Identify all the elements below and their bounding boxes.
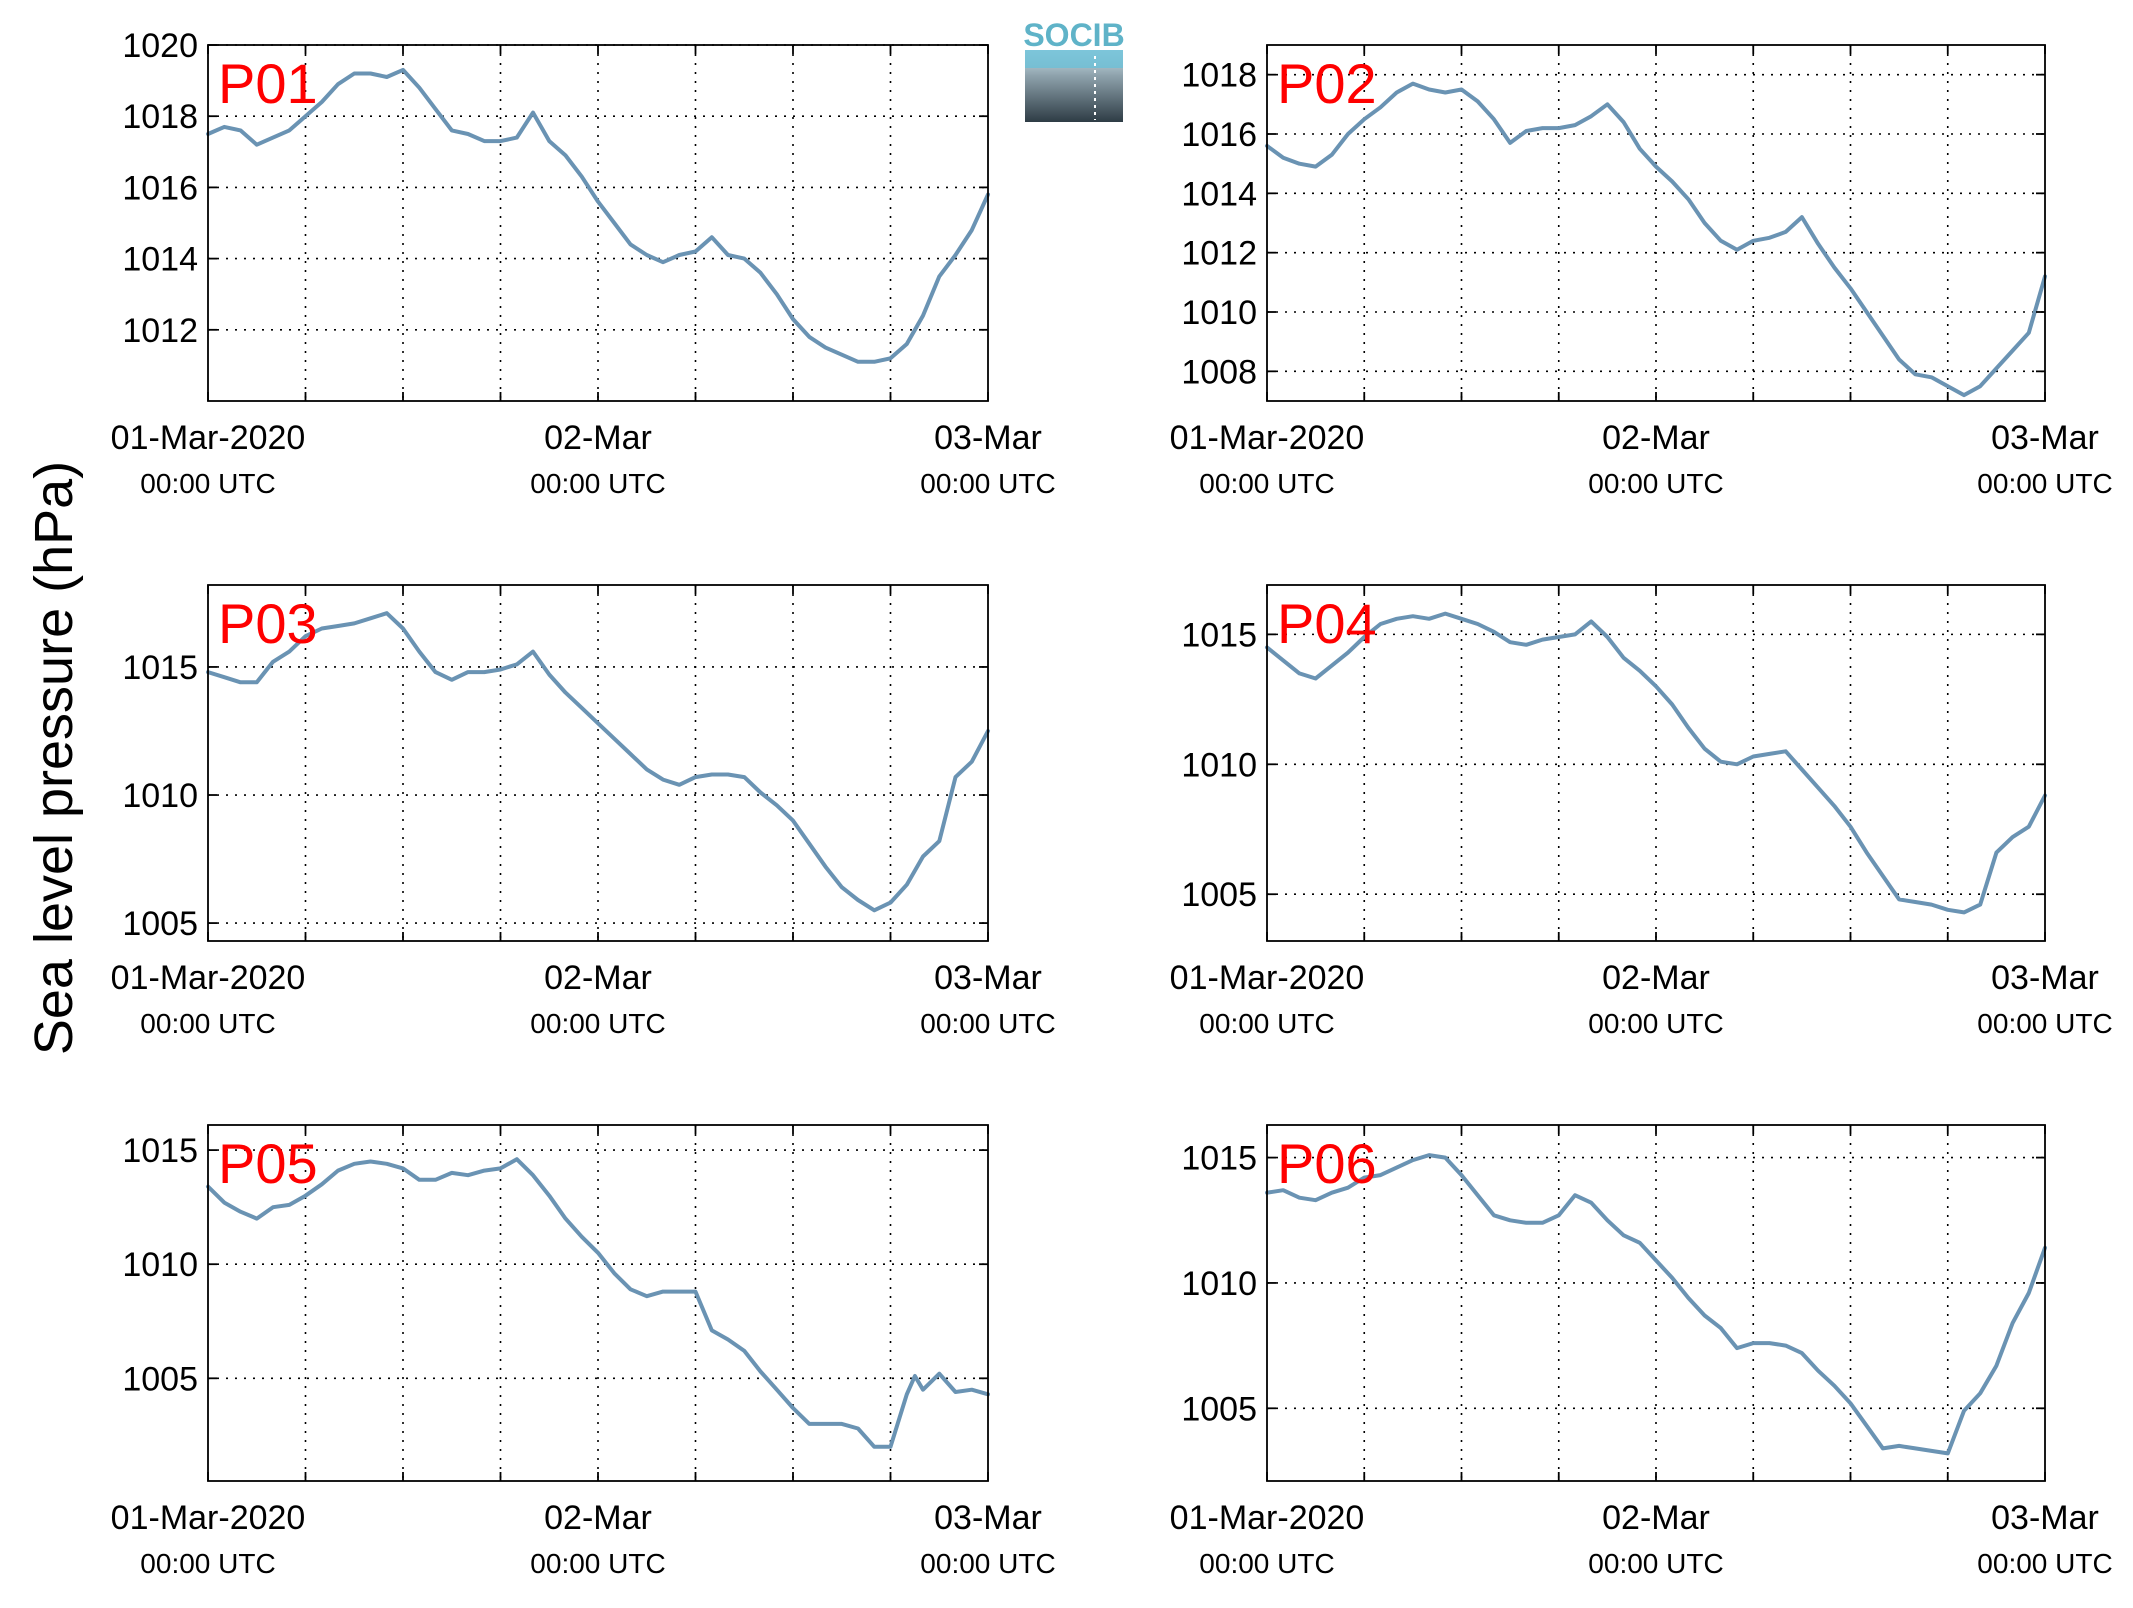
logo-text: SOCIB bbox=[1023, 17, 1124, 53]
x-tick-sublabel: 00:00 UTC bbox=[140, 1548, 275, 1579]
x-tick-sublabel: 00:00 UTC bbox=[1588, 1008, 1723, 1039]
x-tick-sublabel: 00:00 UTC bbox=[1977, 1008, 2112, 1039]
series-line-p01 bbox=[206, 67, 990, 364]
x-tick-sublabel: 00:00 UTC bbox=[920, 1548, 1055, 1579]
x-tick-sublabel: 00:00 UTC bbox=[530, 1008, 665, 1039]
y-tick-label: 1014 bbox=[1181, 175, 1257, 213]
y-tick-label: 1015 bbox=[122, 649, 198, 687]
x-tick-sublabel: 00:00 UTC bbox=[920, 468, 1055, 499]
x-tick-label: 03-Mar bbox=[934, 1499, 1042, 1537]
panel-label-p03: P03 bbox=[218, 592, 318, 655]
y-tick-label: 1015 bbox=[1181, 616, 1257, 654]
x-tick-sublabel: 00:00 UTC bbox=[1588, 1548, 1723, 1579]
x-tick-sublabel: 00:00 UTC bbox=[140, 468, 275, 499]
x-tick-label: 03-Mar bbox=[1991, 1499, 2099, 1537]
x-tick-label: 03-Mar bbox=[1991, 419, 2099, 457]
panel-label-p06: P06 bbox=[1277, 1132, 1377, 1195]
x-tick-label: 02-Mar bbox=[544, 959, 652, 997]
chart-panel-p03: 1005 1010 1015 01-Mar-2020 00:00 UTC 02-Mar 00… bbox=[111, 584, 1056, 1039]
y-tick-label: 1008 bbox=[1181, 353, 1257, 391]
series-line-p04 bbox=[1265, 611, 2047, 915]
y-tick-label: 1010 bbox=[1181, 1265, 1257, 1303]
y-tick-label: 1012 bbox=[122, 312, 198, 350]
y-tick-label: 1014 bbox=[122, 241, 198, 279]
x-tick-sublabel: 00:00 UTC bbox=[920, 1008, 1055, 1039]
x-tick-sublabel: 00:00 UTC bbox=[530, 468, 665, 499]
y-tick-label: 1015 bbox=[1181, 1140, 1257, 1178]
x-tick-label: 01-Mar-2020 bbox=[1170, 1499, 1365, 1537]
y-tick-label: 1005 bbox=[1181, 1390, 1257, 1428]
series-line-p03 bbox=[206, 611, 990, 913]
x-tick-label: 01-Mar-2020 bbox=[1170, 959, 1365, 997]
chart-panel-p06: 1005 1010 1015 01-Mar-2020 00:00 UTC 02-Mar 00… bbox=[1170, 1124, 2113, 1579]
chart-panel-p02: 1008 1010 1012 1014 1016 1018 01-Mar-2020 00:00… bbox=[1170, 44, 2113, 499]
x-tick-sublabel: 00:00 UTC bbox=[1977, 1548, 2112, 1579]
y-tick-label: 1018 bbox=[1181, 57, 1257, 95]
x-tick-label: 03-Mar bbox=[934, 419, 1042, 457]
x-tick-label: 02-Mar bbox=[544, 1499, 652, 1537]
x-tick-sublabel: 00:00 UTC bbox=[530, 1548, 665, 1579]
x-tick-sublabel: 00:00 UTC bbox=[1199, 1548, 1334, 1579]
socib-logo: SOCIB bbox=[1023, 17, 1125, 122]
series-line-p05 bbox=[206, 1157, 990, 1449]
y-tick-label: 1016 bbox=[1181, 116, 1257, 154]
x-tick-label: 01-Mar-2020 bbox=[111, 959, 306, 997]
y-tick-label: 1005 bbox=[122, 905, 198, 943]
chart-panel-p05: 1005 1010 1015 01-Mar-2020 00:00 UTC 02-Mar 00… bbox=[111, 1124, 1056, 1579]
x-tick-label: 02-Mar bbox=[544, 419, 652, 457]
x-tick-sublabel: 00:00 UTC bbox=[1199, 1008, 1334, 1039]
x-tick-label: 02-Mar bbox=[1602, 959, 1710, 997]
x-tick-sublabel: 00:00 UTC bbox=[1588, 468, 1723, 499]
y-tick-label: 1005 bbox=[122, 1360, 198, 1398]
y-tick-label: 1010 bbox=[122, 777, 198, 815]
x-tick-label: 02-Mar bbox=[1602, 1499, 1710, 1537]
y-axis-label: Sea level pressure (hPa) bbox=[24, 461, 84, 1055]
x-tick-label: 02-Mar bbox=[1602, 419, 1710, 457]
panel-label-p01: P01 bbox=[218, 52, 318, 115]
series-line-p02 bbox=[1265, 81, 2047, 398]
y-tick-label: 1018 bbox=[122, 98, 198, 136]
x-tick-label: 03-Mar bbox=[1991, 959, 2099, 997]
panel-label-p04: P04 bbox=[1277, 592, 1377, 655]
y-tick-label: 1010 bbox=[1181, 746, 1257, 784]
x-tick-sublabel: 00:00 UTC bbox=[1977, 468, 2112, 499]
x-tick-sublabel: 00:00 UTC bbox=[1199, 468, 1334, 499]
x-tick-label: 01-Mar-2020 bbox=[1170, 419, 1365, 457]
panel-label-p05: P05 bbox=[218, 1132, 318, 1195]
y-tick-label: 1020 bbox=[122, 27, 198, 65]
x-tick-label: 01-Mar-2020 bbox=[111, 419, 306, 457]
y-tick-label: 1005 bbox=[1181, 876, 1257, 914]
chart-panel-p01: 1012 1014 1016 1018 1020 01-Mar-2020 00:00 UTC… bbox=[111, 27, 1056, 499]
x-tick-sublabel: 00:00 UTC bbox=[140, 1008, 275, 1039]
chart-panel-p04: 1005 1010 1015 01-Mar-2020 00:00 UTC 02-Mar 00… bbox=[1170, 584, 2113, 1039]
y-tick-label: 1015 bbox=[122, 1132, 198, 1170]
y-tick-label: 1012 bbox=[1181, 235, 1257, 273]
y-tick-label: 1016 bbox=[122, 169, 198, 207]
y-tick-label: 1010 bbox=[1181, 294, 1257, 332]
x-tick-label: 03-Mar bbox=[934, 959, 1042, 997]
series-line-p06 bbox=[1265, 1153, 2047, 1456]
panel-label-p02: P02 bbox=[1277, 52, 1377, 115]
y-tick-label: 1010 bbox=[122, 1246, 198, 1284]
x-tick-label: 01-Mar-2020 bbox=[111, 1499, 306, 1537]
